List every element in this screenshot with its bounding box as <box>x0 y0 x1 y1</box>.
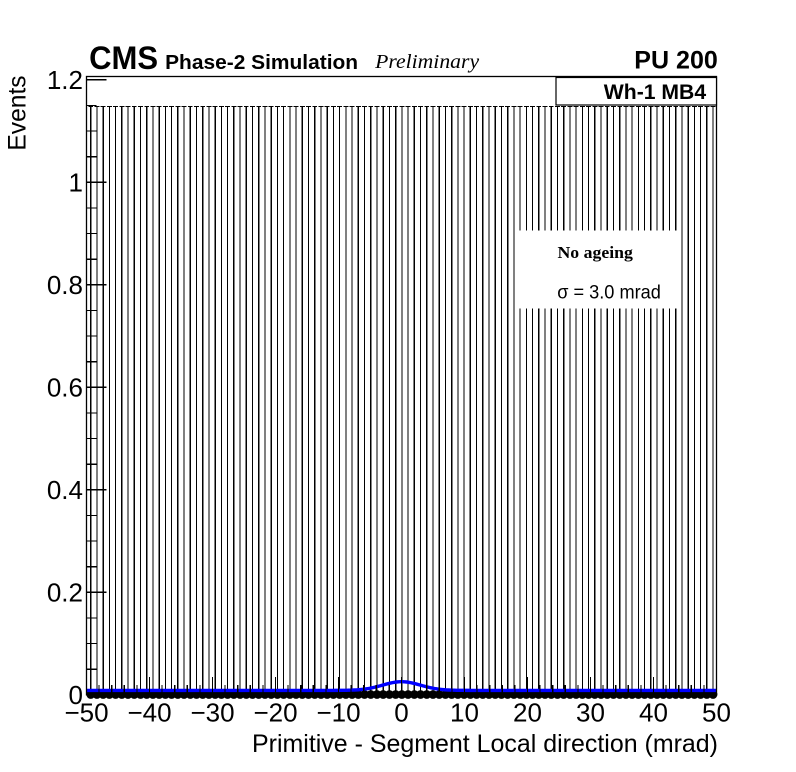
svg-text:−50: −50 <box>64 698 108 728</box>
svg-text:20: 20 <box>513 698 542 728</box>
svg-text:CMS: CMS <box>89 40 158 76</box>
svg-text:−20: −20 <box>253 698 297 728</box>
svg-text:−40: −40 <box>127 698 171 728</box>
svg-text:0: 0 <box>394 698 408 728</box>
svg-text:0.4: 0.4 <box>47 475 83 505</box>
svg-text:40: 40 <box>639 698 668 728</box>
svg-text:Events: Events <box>5 75 32 150</box>
svg-text:Wh-1 MB4: Wh-1 MB4 <box>604 81 707 104</box>
svg-text:1: 1 <box>69 168 83 198</box>
svg-text:Preliminary: Preliminary <box>374 51 480 73</box>
svg-text:No ageing: No ageing <box>558 243 634 262</box>
svg-text:30: 30 <box>576 698 605 728</box>
svg-text:PU 200: PU 200 <box>634 48 718 75</box>
svg-text:−10: −10 <box>316 698 360 728</box>
svg-text:Primitive - Segment Local dire: Primitive - Segment Local direction (mra… <box>252 730 718 758</box>
svg-text:0.2: 0.2 <box>47 578 83 608</box>
svg-text:0.8: 0.8 <box>47 270 83 300</box>
svg-text:Phase-2 Simulation: Phase-2 Simulation <box>165 51 358 74</box>
svg-text:σ = 3.0 mrad: σ = 3.0 mrad <box>557 283 661 304</box>
svg-text:10: 10 <box>450 698 479 728</box>
svg-text:0.6: 0.6 <box>47 373 83 403</box>
svg-text:50: 50 <box>702 698 731 728</box>
svg-text:1.2: 1.2 <box>47 65 83 95</box>
svg-text:−30: −30 <box>190 698 234 728</box>
svg-text:0: 0 <box>69 680 83 710</box>
